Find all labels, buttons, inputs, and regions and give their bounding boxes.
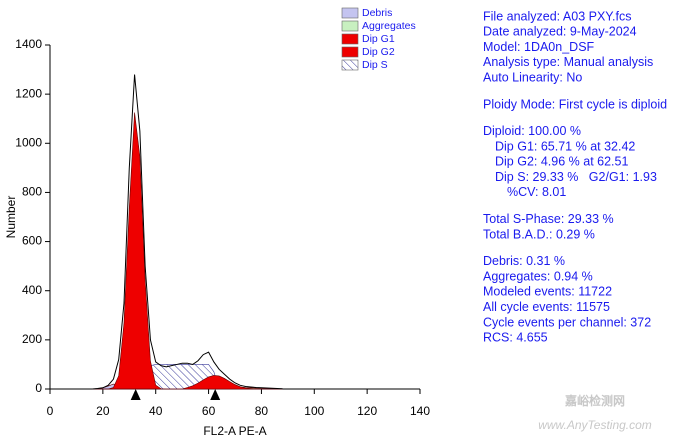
info-line: Dip S: 29.33 % G2/G1: 1.93	[495, 170, 657, 184]
info-line: File analyzed: A03 PXY.fcs	[483, 9, 631, 23]
watermark: www.AnyTesting.com	[538, 418, 652, 432]
y-tick-label: 1200	[15, 86, 42, 100]
info-line: Diploid: 100.00 %	[483, 124, 581, 138]
legend-swatch	[341, 20, 359, 32]
info-line: %CV: 8.01	[507, 185, 566, 199]
info-line: Cycle events per channel: 372	[483, 315, 651, 329]
info-line: Analysis type: Manual analysis	[483, 55, 653, 69]
x-axis-title: FL2-A PE-A	[203, 424, 266, 438]
x-tick-label: 120	[357, 404, 377, 418]
info-line: Auto Linearity: No	[483, 70, 582, 84]
x-tick-label: 0	[47, 404, 54, 418]
legend-swatch	[341, 59, 359, 71]
peak-marker	[210, 389, 221, 400]
info-line: Total B.A.D.: 0.29 %	[483, 227, 595, 241]
legend-label: Debris	[362, 7, 392, 19]
x-tick-label: 140	[410, 404, 430, 418]
x-tick-label: 80	[255, 404, 269, 418]
info-line: All cycle events: 11575	[483, 300, 610, 314]
info-line: Model: 1DA0n_DSF	[483, 40, 595, 54]
watermark: 嘉峪检测网	[564, 393, 625, 408]
info-line: Modeled events: 11722	[483, 285, 612, 299]
info-line: RCS: 4.655	[483, 331, 548, 345]
y-tick-label: 0	[35, 381, 42, 395]
info-line: Ploidy Mode: First cycle is diploid	[483, 97, 667, 111]
y-tick-label: 600	[22, 234, 42, 248]
info-line: Dip G1: 65.71 % at 32.42	[495, 139, 635, 153]
info-line: Aggregates: 0.94 %	[483, 269, 593, 283]
y-tick-label: 1000	[15, 135, 42, 149]
info-line: Dip G2: 4.96 % at 62.51	[495, 155, 628, 169]
legend-label: Dip G2	[362, 46, 395, 58]
legend-swatch	[341, 7, 359, 19]
y-axis-title: Number	[4, 196, 18, 239]
info-line: Debris: 0.31 %	[483, 254, 565, 268]
y-tick-label: 200	[22, 332, 42, 346]
info-line: Total S-Phase: 29.33 %	[483, 212, 614, 226]
y-tick-label: 1400	[15, 37, 42, 51]
area-area	[92, 112, 283, 390]
y-tick-label: 800	[22, 185, 42, 199]
legend-swatch	[341, 33, 359, 45]
x-tick-label: 20	[96, 404, 110, 418]
legend-label: Dip S	[362, 59, 388, 71]
peak-marker	[130, 389, 141, 400]
legend-swatch	[341, 46, 359, 58]
area-area	[92, 375, 283, 390]
x-tick-label: 40	[149, 404, 163, 418]
legend-label: Dip G1	[362, 33, 395, 45]
x-tick-label: 60	[202, 404, 216, 418]
x-tick-label: 100	[304, 404, 324, 418]
legend-label: Aggregates	[362, 20, 416, 32]
y-tick-label: 400	[22, 283, 42, 297]
info-line: Date analyzed: 9-May-2024	[483, 25, 637, 39]
histogram-line	[92, 74, 283, 390]
